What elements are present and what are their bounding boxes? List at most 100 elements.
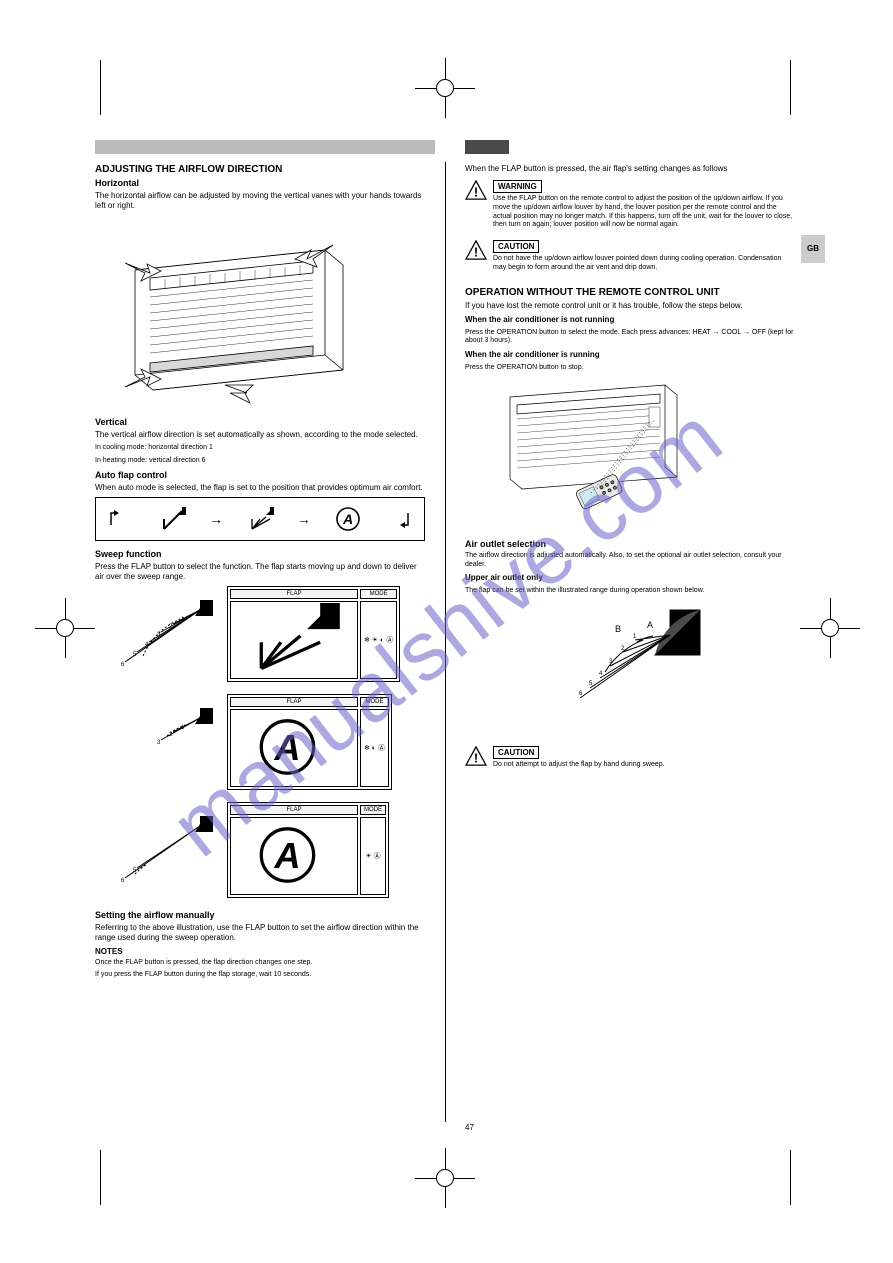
crop-register <box>436 1169 454 1187</box>
warning-icon: ! <box>465 240 487 260</box>
sweep-range-icon: 321 <box>95 706 215 778</box>
flap-sweep-icon <box>246 505 274 533</box>
page-number: 47 <box>465 1123 474 1132</box>
crop-mark <box>790 60 791 115</box>
body-text: Once the FLAP button is pressed, the fla… <box>95 959 425 968</box>
warning-text: Use the FLAP button on the remote contro… <box>493 195 795 230</box>
subheading: NOTES <box>95 947 425 956</box>
svg-text:6: 6 <box>121 878 125 884</box>
table-header: FLAP <box>230 805 358 815</box>
unit-illustration <box>95 215 375 415</box>
body-text: In cooling mode: horizontal direction 1 <box>95 444 425 453</box>
page: GB ADJUSTING THE AIRFLOW DIRECTION Horiz… <box>95 140 795 1130</box>
unit-remote-illustration <box>465 377 685 537</box>
svg-text:!: ! <box>474 244 478 259</box>
subheading: Horizontal <box>95 178 425 188</box>
body-text: When auto mode is selected, the flap is … <box>95 483 425 493</box>
flap-mode-table: FLAPMODE ❄ ☀ ◐ Ⓐ <box>227 586 400 682</box>
subheading: Upper air outlet only <box>465 573 795 583</box>
table-header: FLAP <box>230 697 358 707</box>
body-text: Referring to the above illustration, use… <box>95 923 425 943</box>
arrow-loop-icon <box>384 505 412 533</box>
body-text: When the FLAP button is pressed, the air… <box>465 164 795 174</box>
svg-text:2: 2 <box>169 732 173 738</box>
language-tab: GB <box>801 235 825 263</box>
body-text: Press the FLAP button to select the func… <box>95 562 425 582</box>
body-text: The horizontal airflow can be adjusted b… <box>95 191 425 211</box>
table-cell <box>230 601 358 679</box>
table-cell: ❄ ◐ Ⓐ <box>360 709 389 787</box>
body-text: Press the OPERATION button to stop. <box>465 364 795 373</box>
crop-mark <box>100 1150 101 1205</box>
subheading: When the air conditioner is running <box>465 350 795 360</box>
table-cell: A <box>230 817 358 895</box>
column-divider <box>445 162 446 1122</box>
body-text: Press the OPERATION button to select the… <box>465 329 795 347</box>
arrow-icon: → <box>297 511 311 527</box>
body-text: The vertical airflow direction is set au… <box>95 430 425 440</box>
table-cell: ❄ ☀ ◐ Ⓐ <box>360 601 397 679</box>
crop-register <box>436 79 454 97</box>
sweep-range-row: 654321 FLAPMODE ❄ ☀ ◐ Ⓐ <box>95 586 425 682</box>
table-cell: ☀ Ⓐ <box>360 817 386 895</box>
subheading: Vertical <box>95 417 425 427</box>
svg-text:3: 3 <box>157 740 161 746</box>
svg-text:A: A <box>273 727 300 768</box>
table-header: MODE <box>360 589 397 599</box>
warning-label: WARNING <box>493 180 542 193</box>
subheading: Setting the airflow manually <box>95 910 425 920</box>
subheading: Auto flap control <box>95 470 425 480</box>
warning-icon: ! <box>465 180 487 200</box>
caution-text: Do not have the up/down airflow louver p… <box>493 255 795 273</box>
arrow-icon: → <box>209 511 223 527</box>
arrow-return-icon <box>107 505 135 533</box>
warning-icon: ! <box>465 746 487 766</box>
body-text: If you have lost the remote control unit… <box>465 301 795 311</box>
body-text: If you press the FLAP button during the … <box>95 971 425 980</box>
table-cell: A <box>230 709 358 787</box>
left-column: ADJUSTING THE AIRFLOW DIRECTION Horizont… <box>95 164 425 984</box>
sweep-range-icon: 65 <box>95 814 215 886</box>
caution-label: CAUTION <box>493 240 539 253</box>
caution-block: ! CAUTION Do not attempt to adjust the f… <box>465 746 795 774</box>
subheading: When the air conditioner is not running <box>465 315 795 325</box>
flap-mode-table: FLAPMODE A ❄ ◐ Ⓐ <box>227 694 392 790</box>
section-title: ADJUSTING THE AIRFLOW DIRECTION <box>95 164 425 175</box>
flap-cycle-diagram: → → A <box>95 497 425 541</box>
crop-register <box>56 619 74 637</box>
sweep-range-row: 321 FLAPMODE A❄ ◐ Ⓐ <box>95 694 425 790</box>
flap-mode-table: FLAPMODE A ☀ Ⓐ <box>227 802 389 898</box>
caution-block: ! CAUTION Do not have the up/down airflo… <box>465 240 795 277</box>
svg-text:1: 1 <box>633 634 637 640</box>
crop-register <box>821 619 839 637</box>
flap-angle-diagram: 123 456 A B <box>555 600 705 740</box>
subheading: Air outlet selection <box>465 539 795 549</box>
svg-text:A: A <box>273 835 300 876</box>
table-header: FLAP <box>230 589 358 599</box>
table-header: MODE <box>360 697 389 707</box>
svg-text:5: 5 <box>133 652 137 658</box>
right-column: When the FLAP button is pressed, the air… <box>465 164 795 780</box>
svg-text:!: ! <box>474 750 478 765</box>
crop-mark <box>100 60 101 115</box>
header-bar-left <box>95 140 435 154</box>
warning-block: ! WARNING Use the FLAP button on the rem… <box>465 180 795 234</box>
angle-b-label: B <box>615 624 621 634</box>
svg-text:!: ! <box>474 184 478 199</box>
sweep-range-row: 65 FLAPMODE A ☀ Ⓐ <box>95 802 425 898</box>
table-header: MODE <box>360 805 386 815</box>
svg-text:6: 6 <box>121 662 125 668</box>
auto-mode-icon: A <box>334 505 362 533</box>
angle-a-label: A <box>647 620 653 630</box>
header-bar-right <box>465 140 509 154</box>
body-text: The flap can be set within the illustrat… <box>465 587 795 596</box>
body-text: The airflow direction is adjusted automa… <box>465 552 795 570</box>
caution-text: Do not attempt to adjust the flap by han… <box>493 761 795 770</box>
section-title: OPERATION WITHOUT THE REMOTE CONTROL UNI… <box>465 287 795 298</box>
caution-label: CAUTION <box>493 746 539 759</box>
flap-pos1-icon <box>158 505 186 533</box>
subheading: Sweep function <box>95 549 425 559</box>
sweep-range-icon: 654321 <box>95 598 215 670</box>
crop-mark <box>790 1150 791 1205</box>
svg-text:A: A <box>342 511 353 527</box>
